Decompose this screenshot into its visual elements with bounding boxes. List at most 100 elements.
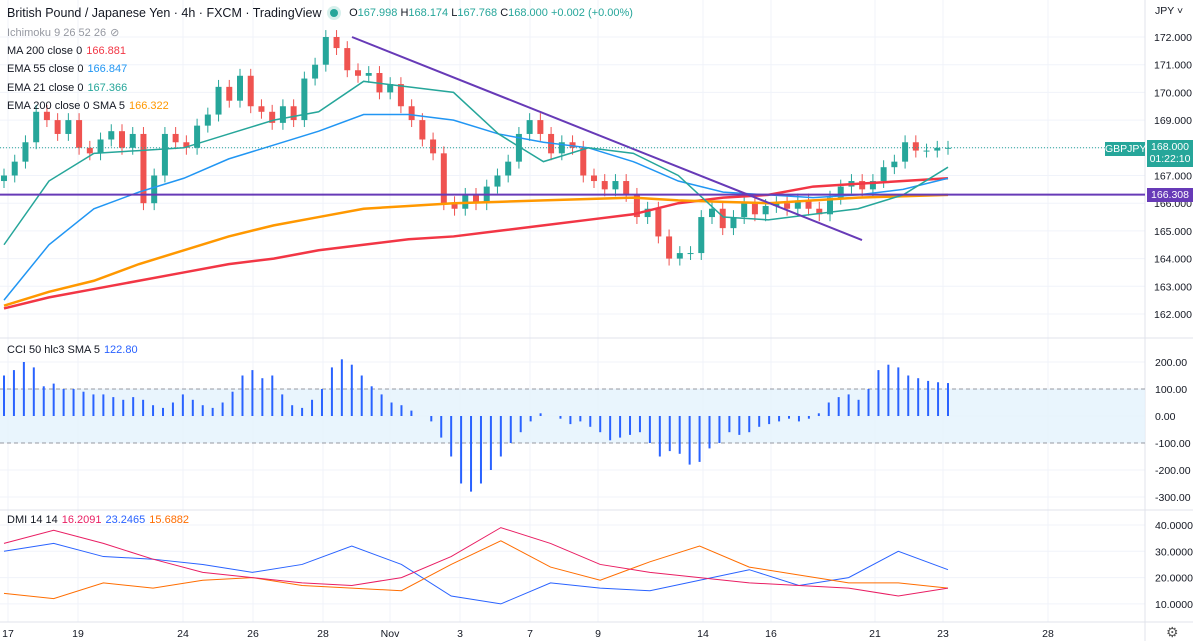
candle [140,133,147,204]
candle [279,106,286,123]
legend-ema21[interactable]: EMA 21 close 0 167.366 [7,82,128,94]
candle [387,84,394,93]
candle [730,217,737,229]
symbol-tag: GBPJPY [1105,142,1147,156]
ohlc-readout: O167.998 H168.174 L167.768 C168.000 +0.0… [330,7,633,19]
dmi-tick-label: 20.0000 [1155,573,1193,585]
cci-tick-label: 100.00 [1155,384,1187,396]
last-price-tag: 168.000 01:22:10 [1147,140,1193,167]
candle [601,181,608,190]
candle [397,84,404,107]
candle [526,120,533,134]
time-tick-label: 28 [1042,628,1054,640]
legend-cci[interactable]: CCI 50 hlc3 SMA 5 122.80 [7,344,138,356]
dmi-tick-label: 30.0000 [1155,546,1193,558]
candle [258,106,265,112]
time-tick-label: 23 [937,628,949,640]
candle [430,139,437,154]
candle [784,203,791,209]
candle [322,37,329,65]
candle [419,120,426,140]
candle [827,197,833,215]
candle [891,161,898,168]
candle [719,208,726,229]
candle [194,125,201,148]
cci-tick-label: -200.00 [1155,465,1191,477]
price-tick-label: 171.000 [1154,60,1192,72]
candle [494,175,501,187]
candle [301,78,308,121]
candle [65,120,72,134]
candle [623,181,630,195]
ma200-line [3,177,949,310]
candle [161,133,168,176]
currency-selector[interactable]: JPY ˅ [1155,5,1184,17]
legend-ma200[interactable]: MA 200 close 0 166.881 [7,45,126,57]
candle [569,142,576,148]
candle [408,106,415,121]
candle [119,131,125,148]
candle [43,111,50,121]
open-value: 167.998 [357,7,398,19]
dmi-tick-label: 40.0000 [1155,520,1193,532]
candle [880,167,887,182]
candle [54,120,61,134]
time-tick-label: 7 [527,628,533,640]
candle [247,75,254,107]
candle [440,153,447,204]
candle [537,120,544,134]
candle [172,133,179,143]
candle [76,120,83,148]
candle [333,37,340,49]
candle [451,203,458,209]
price-tick-label: 172.000 [1154,32,1192,44]
price-tick-label: 169.000 [1154,115,1192,127]
hidden-eye-icon[interactable]: ⊘ [110,27,120,39]
candle [902,142,909,162]
time-tick-label: 16 [765,628,777,640]
cci-band [0,389,1145,443]
candle [923,150,930,152]
candle [86,147,93,154]
high-value: 168.174 [408,7,449,19]
candle [934,147,941,151]
change-value: +0.002 (+0.00%) [550,7,633,19]
settings-gear-icon[interactable]: ⚙ [1166,624,1179,640]
candle [687,253,694,255]
candle [859,181,866,190]
time-tick-label: 19 [72,628,84,640]
dmi-pink-line [3,527,949,597]
ema55-line [3,113,949,301]
candle [869,181,876,190]
legend-ichimoku[interactable]: Ichimoku 9 26 52 26 ⊘ [7,27,120,39]
time-tick-label: 14 [697,628,709,640]
candle [129,133,136,148]
legend-ema55[interactable]: EMA 55 close 0 166.847 [7,63,128,75]
time-tick-label: 28 [317,628,329,640]
candle [237,75,243,101]
candle [591,175,597,182]
candle [816,208,823,215]
price-tick-label: 163.000 [1154,281,1192,293]
dmi-blue-line [3,542,949,605]
time-tick-label: 21 [869,628,881,640]
price-tick-label: 165.000 [1154,226,1192,238]
legend-dmi[interactable]: DMI 14 14 16.2091 23.2465 15.6882 [7,514,190,526]
cci-tick-label: 200.00 [1155,357,1187,369]
close-value: 168.000 [508,7,548,19]
candle [108,131,115,140]
hline-price-tag: 166.308 [1147,188,1193,202]
candle [515,133,522,162]
candle [312,64,319,79]
candle [698,217,705,254]
cci-tick-label: 0.00 [1155,411,1176,423]
time-tick-label: 24 [177,628,189,640]
candle [344,48,351,71]
price-tick-label: 162.000 [1154,309,1192,321]
candle [612,181,619,190]
legend-ema200[interactable]: EMA 200 close 0 SMA 5 166.322 [7,100,169,112]
time-tick-label: 9 [595,628,601,640]
candle [215,86,222,115]
ema21-line [3,80,949,246]
